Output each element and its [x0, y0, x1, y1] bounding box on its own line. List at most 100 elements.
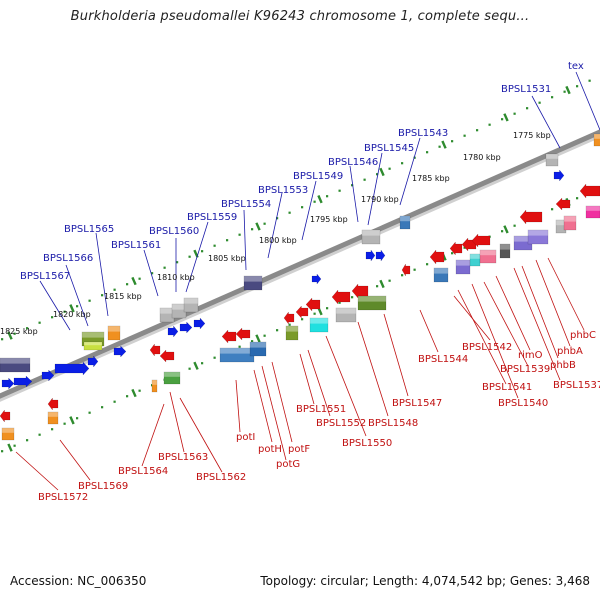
bottom-gene-label[interactable]: BPSL1548 [368, 418, 418, 429]
bottom-leader-line [271, 361, 293, 443]
track-dot [313, 200, 316, 203]
bottom-gene-label[interactable]: phbA [557, 346, 583, 357]
track-dot [1, 450, 4, 453]
top-gene-label[interactable]: BPSL1531 [501, 84, 551, 95]
track-dot [563, 90, 566, 93]
bottom-gene-label[interactable]: BPSL1552 [316, 418, 366, 429]
top-gene-label[interactable]: BPSL1543 [398, 128, 448, 139]
track-dot [513, 224, 516, 227]
top-gene-label[interactable]: BPSL1567 [20, 271, 70, 282]
map-tracks [0, 79, 600, 453]
track-dot [1, 338, 4, 341]
bottom-leader-line [59, 439, 91, 481]
bottom-gene-label[interactable]: potF [288, 444, 310, 455]
track-dot [338, 189, 341, 192]
track-dot [301, 318, 304, 321]
forward-gene [179, 321, 193, 334]
bottom-leader-line [325, 335, 367, 437]
backbone-line [0, 129, 600, 399]
top-gene-label[interactable]: BPSL1566 [43, 253, 93, 264]
track-dot [226, 239, 229, 242]
top-gene-label[interactable]: BPSL1549 [293, 171, 343, 182]
track-dot [138, 389, 141, 392]
gene-block [107, 325, 121, 341]
top-leader-line [399, 137, 421, 206]
reverse-gene [471, 233, 491, 248]
bottom-gene-label[interactable]: BPSL1547 [392, 398, 442, 409]
top-gene-label[interactable]: BPSL1546 [328, 157, 378, 168]
reverse-gene [295, 305, 309, 319]
top-leader-line [531, 95, 561, 149]
track-dot [513, 112, 516, 115]
gene-block [219, 347, 255, 363]
reverse-gene [221, 329, 237, 344]
bottom-gene-label[interactable]: BPSL1544 [418, 354, 468, 365]
bottom-gene-label[interactable]: BPSL1540 [498, 398, 548, 409]
bottom-gene-label[interactable]: rimO [518, 350, 543, 361]
track-tick [255, 334, 261, 343]
top-gene-label[interactable]: BPSL1553 [258, 185, 308, 196]
track-dot [401, 162, 404, 165]
bottom-leader-line [419, 309, 439, 353]
gene-block [47, 411, 59, 425]
reverse-gene [519, 209, 543, 225]
bottom-gene-label[interactable]: phbB [550, 360, 576, 371]
bottom-gene-label[interactable]: BPSL1572 [38, 492, 88, 503]
gene-block [545, 153, 559, 167]
bottom-gene-label[interactable]: BPSL1562 [196, 472, 246, 483]
track-tick [69, 304, 75, 313]
track-dot [326, 307, 329, 310]
bottom-gene-label[interactable]: BPSL1563 [158, 452, 208, 463]
reverse-gene [579, 183, 600, 199]
bottom-gene-label[interactable]: BPSL1569 [78, 481, 128, 492]
bottom-gene-label[interactable]: BPSL1550 [342, 438, 392, 449]
bottom-gene-label[interactable]: BPSL1537 [553, 380, 600, 391]
track-dot [251, 340, 254, 343]
top-leader-line [39, 280, 71, 331]
scale-label: 1800 kbp [259, 236, 297, 245]
track-dot [38, 433, 41, 436]
top-gene-label[interactable]: BPSL1554 [221, 199, 271, 210]
track-dot [488, 123, 491, 126]
scale-label: 1790 kbp [361, 195, 399, 204]
bottom-gene-label[interactable]: phbC [570, 330, 596, 341]
top-gene-label[interactable]: tex [568, 61, 584, 72]
bottom-gene-label[interactable]: BPSL1564 [118, 466, 168, 477]
top-leader-line [301, 180, 317, 241]
track-dot [313, 312, 316, 315]
track-dot [388, 167, 391, 170]
top-gene-label[interactable]: BPSL1559 [187, 212, 237, 223]
track-dot [126, 283, 129, 286]
reverse-gene [235, 327, 251, 341]
bottom-gene-label[interactable]: BPSL1551 [296, 404, 346, 415]
bottom-gene-label[interactable]: BPSL1539 [500, 364, 550, 375]
bottom-gene-label[interactable]: BPSL1542 [462, 342, 512, 353]
track-dot [326, 195, 329, 198]
top-gene-label[interactable]: BPSL1561 [111, 240, 161, 251]
label-leader-lines [15, 71, 600, 491]
top-gene-label[interactable]: BPSL1560 [149, 226, 199, 237]
forward-gene [41, 369, 55, 382]
scale-label: 1795 kbp [310, 215, 348, 224]
bottom-gene-label[interactable]: potH [258, 444, 282, 455]
bottom-leader-line [261, 365, 287, 461]
track-dot [276, 329, 279, 332]
top-leader-line [143, 249, 159, 297]
top-gene-label[interactable]: BPSL1565 [64, 224, 114, 235]
scale-label: 1825 kbp [0, 327, 38, 336]
top-gene-label[interactable]: BPSL1545 [364, 143, 414, 154]
gene-block [433, 267, 449, 283]
forward-gene [311, 273, 322, 285]
track-dot [338, 301, 341, 304]
bottom-gene-label[interactable]: potG [276, 459, 300, 470]
bottom-leader-line [521, 265, 559, 359]
bottom-gene-label[interactable]: BPSL1541 [482, 382, 532, 393]
reverse-gene [461, 237, 477, 252]
gene-block [183, 297, 199, 313]
track-dot [113, 400, 116, 403]
bottom-gene-label[interactable]: potI [236, 432, 255, 443]
reverse-gene [429, 249, 445, 265]
track-dot [238, 345, 241, 348]
bottom-leader-line [235, 379, 241, 433]
